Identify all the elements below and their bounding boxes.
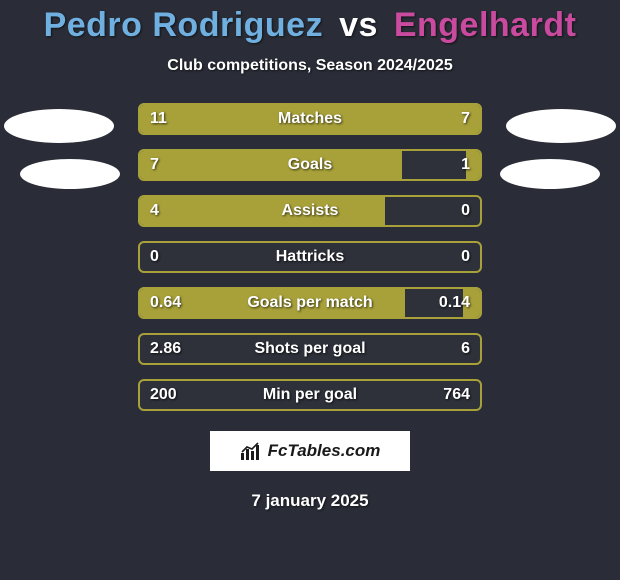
player2-oval-top (506, 109, 616, 143)
stat-label: Hattricks (140, 243, 480, 271)
stat-row: 71Goals (138, 149, 482, 181)
brand-chart-icon (240, 441, 262, 461)
stat-row: 200764Min per goal (138, 379, 482, 411)
comparison-title: Pedro Rodriguez vs Engelhardt (0, 0, 620, 45)
player2-oval-bottom (500, 159, 600, 189)
player1-oval-top (4, 109, 114, 143)
brand-badge: FcTables.com (210, 431, 410, 471)
player2-name: Engelhardt (394, 6, 577, 44)
stat-row: 40Assists (138, 195, 482, 227)
stats-arena: 117Matches 71Goals 40Assists 00Hattricks 0.6… (0, 103, 620, 413)
stat-label: Assists (140, 197, 480, 225)
stat-label: Goals per match (140, 289, 480, 317)
stat-label: Shots per goal (140, 335, 480, 363)
player1-oval-bottom (20, 159, 120, 189)
stat-label: Goals (140, 151, 480, 179)
vs-separator: vs (339, 6, 378, 44)
stat-row: 0.640.14Goals per match (138, 287, 482, 319)
subtitle: Club competitions, Season 2024/2025 (0, 57, 620, 75)
stat-label: Min per goal (140, 381, 480, 409)
stat-bars-container: 117Matches 71Goals 40Assists 00Hattricks 0.6… (138, 103, 482, 425)
player1-name: Pedro Rodriguez (44, 6, 324, 44)
stat-row: 117Matches (138, 103, 482, 135)
stat-label: Matches (140, 105, 480, 133)
snapshot-date: 7 january 2025 (0, 491, 620, 511)
brand-text: FcTables.com (268, 441, 381, 461)
stat-row: 00Hattricks (138, 241, 482, 273)
stat-row: 2.866Shots per goal (138, 333, 482, 365)
